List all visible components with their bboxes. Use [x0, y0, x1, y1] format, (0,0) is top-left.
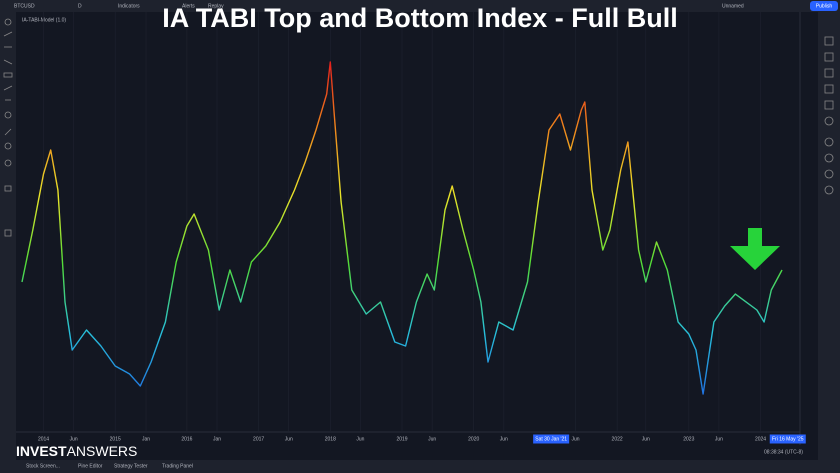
layout-name[interactable]: Unnamed — [722, 3, 744, 9]
overlay-title: IA TABI Top and Bottom Index - Full Bull — [162, 3, 677, 33]
x-tick-label: 2016 — [181, 436, 192, 442]
crosshair-label: Fri 16 May '25 — [772, 436, 804, 442]
watermark-bold: INVEST — [16, 443, 67, 459]
top-bar — [0, 0, 840, 12]
publish-button-bg[interactable] — [810, 1, 838, 11]
x-tick-label: Jun — [428, 436, 436, 442]
footer-tab[interactable]: Pine Editor — [78, 463, 103, 469]
plot: 2014 Jun 2015 Jan 2016 Jan 2017 Jun 2018 Jun 2019 J… — [21, 12, 806, 444]
interval[interactable]: D — [78, 3, 82, 9]
crosshair-label-bg — [769, 434, 806, 444]
publish-button[interactable]: Publish — [816, 3, 833, 9]
x-tick-label: 2022 — [612, 436, 623, 442]
x-tick-label: Jun — [285, 436, 293, 442]
arrow — [730, 228, 780, 270]
indicator-label: IA-TABI-Model (1.0) — [22, 17, 66, 23]
x-tick-label: 2018 — [325, 436, 336, 442]
x-tick-label: Jan — [213, 436, 221, 442]
right-tools — [824, 36, 834, 195]
alerts-button[interactable]: Alerts — [182, 3, 195, 9]
x-tick-label: 2019 — [396, 436, 407, 442]
replay-button[interactable]: Replay — [208, 3, 224, 9]
x-tick-label: Jun — [571, 436, 579, 442]
symbol[interactable]: BTCUSD — [14, 3, 35, 9]
index-line — [21, 61, 783, 395]
watermark: INVESTANSWERS — [16, 443, 137, 459]
x-tick-label: 2015 — [110, 436, 121, 442]
x-tick-label: Jun — [715, 436, 723, 442]
indicators-button[interactable]: Indicators — [118, 3, 140, 9]
watermark-light: ANSWERS — [67, 443, 138, 459]
left-tools — [3, 18, 13, 237]
x-tick-label: 2024 — [755, 436, 766, 442]
footer-tab[interactable]: Strategy Tester — [114, 463, 148, 469]
footer-tab[interactable]: Trading Panel — [162, 463, 193, 469]
x-tick-label: Jun — [356, 436, 364, 442]
x-tick-label: Jun — [500, 436, 508, 442]
crosshair-label-bg — [533, 434, 570, 444]
x-tick-label: Jun — [70, 436, 78, 442]
x-tick-label: 2014 — [38, 436, 49, 442]
footer-tab[interactable]: Stock Screen... — [26, 463, 60, 469]
x-tick-label: 2020 — [468, 436, 479, 442]
x-tick-label: 2017 — [253, 436, 264, 442]
bottom-bar — [0, 460, 840, 473]
x-tick-label: 2023 — [683, 436, 694, 442]
clock: 08:38:34 (UTC-8) — [764, 449, 803, 455]
x-tick-label: Jun — [642, 436, 650, 442]
right-toolbar — [818, 12, 840, 460]
crosshair-label: Sat 30 Jan '21 — [535, 436, 567, 442]
x-tick-label: Jan — [142, 436, 150, 442]
